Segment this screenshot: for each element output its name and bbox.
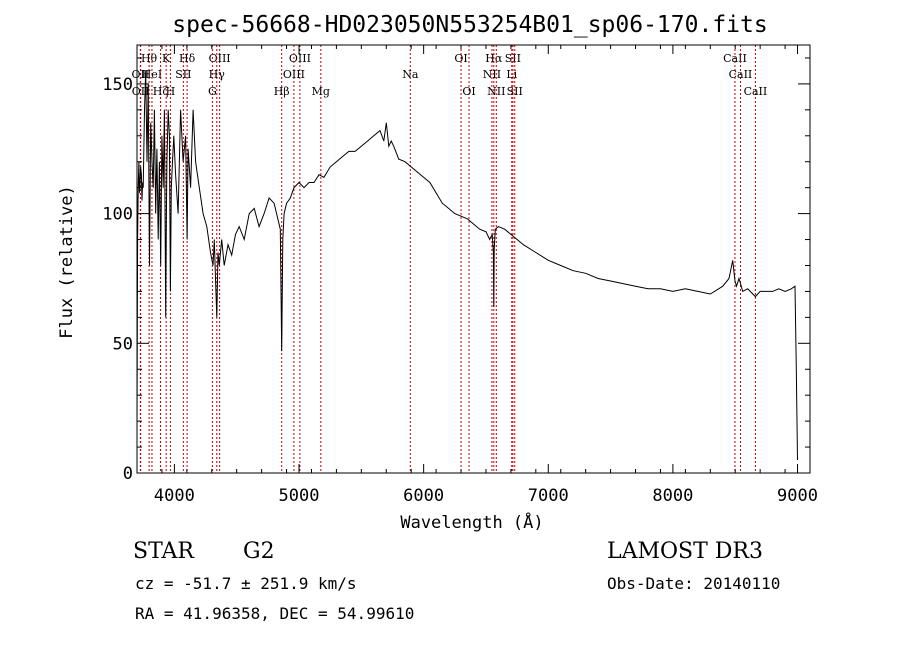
spectral-line-label: CaII [723,52,747,65]
axis-ticks: 4000 5000 6000 7000 8000 9000 0 50 100 150 [102,45,818,506]
spectral-line-label: OII [132,85,150,98]
spectral-line-label: Mg [312,85,330,98]
spectral-line-label: OIII [283,68,305,81]
spectral-line-label: Li [506,68,517,81]
spectral-line-label: G [208,85,217,98]
plot-frame [136,44,811,474]
spectral-line-label: NII [483,68,501,81]
y-axis-label: Flux (relative) [57,185,77,339]
y-tick-label: 50 [113,334,133,354]
spectral-line-label: OI [462,85,475,98]
x-tick-label: 8000 [652,486,693,506]
subclass: G2 [243,539,275,564]
spectrum-line [136,70,798,461]
chart-title: spec-56668-HD023050N553254B01_sp06-170.f… [172,12,767,38]
spectral-line-label: CaII [729,68,753,81]
redshift-text: cz = -51.7 ± 251.9 km/s [135,574,357,593]
spectral-line-label: Hδ [179,52,196,65]
coordinates-text: RA = 41.96358, DEC = 54.99610 [135,604,415,623]
x-tick-label: 9000 [777,486,818,506]
x-tick-label: 6000 [403,486,444,506]
spectral-line-label: Hθ [141,52,158,65]
y-tick-label: 150 [102,75,133,95]
obs-date-text: Obs-Date: 20140110 [607,574,781,593]
x-axis-label: Wavelength (Å) [400,511,543,533]
spectral-line-label: H [166,85,176,98]
object-type: STAR [133,539,194,564]
spectral-line-label: OIII [209,52,231,65]
spectral-line-label: HeI [142,68,162,81]
spectral-line-label: SII [505,52,521,65]
y-tick-label: 100 [102,205,133,225]
x-tick-label: 5000 [279,486,320,506]
spectral-line-label: Hβ [274,85,290,98]
x-tick-label: 4000 [154,486,195,506]
spectral-line-label: Hγ [209,68,226,81]
survey-name: LAMOST DR3 [607,539,763,564]
spectral-line-label: CaII [744,85,768,98]
spectral-line-label: K [162,52,171,65]
spectral-line-label: Na [402,68,419,81]
spectral-line-label: Hζ [153,85,169,98]
spectral-line-label: OI [454,52,467,65]
spectral-line-label: NII [487,85,505,98]
spectral-line-label: Hα [485,52,503,65]
spectral-line-label: SII [175,68,191,81]
spectral-line-label: SII [507,85,523,98]
y-tick-label: 0 [123,464,133,484]
x-tick-label: 7000 [528,486,569,506]
spectral-line-label: OIII [289,52,311,65]
